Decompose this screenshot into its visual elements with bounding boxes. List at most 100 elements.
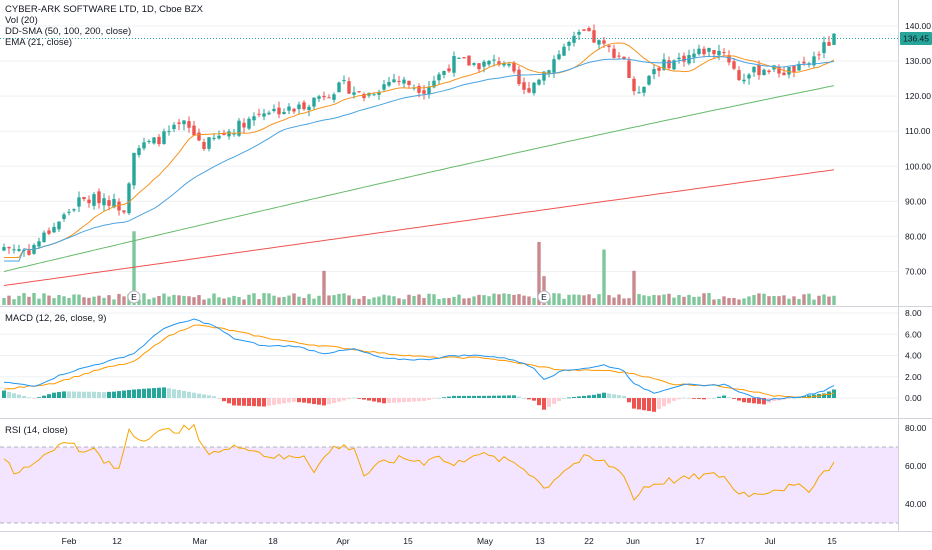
candle[interactable] xyxy=(197,132,201,141)
candle[interactable] xyxy=(642,86,646,93)
candle[interactable] xyxy=(237,120,241,136)
candle[interactable] xyxy=(722,52,726,54)
candle[interactable] xyxy=(117,201,121,211)
candle[interactable] xyxy=(507,63,511,66)
candle[interactable] xyxy=(27,250,31,255)
candle[interactable] xyxy=(282,112,286,114)
candle[interactable] xyxy=(757,64,761,76)
ema-indicator-label[interactable]: EMA (21, close) xyxy=(5,37,73,48)
candle[interactable] xyxy=(217,135,221,139)
candle[interactable] xyxy=(152,137,156,144)
candle[interactable] xyxy=(827,42,831,46)
candle[interactable] xyxy=(92,194,96,206)
earnings-marker[interactable] xyxy=(127,290,141,304)
candle[interactable] xyxy=(312,97,316,107)
candle[interactable] xyxy=(332,94,336,100)
macd-indicator-label[interactable]: MACD (12, 26, close, 9) xyxy=(5,313,107,324)
candle[interactable] xyxy=(782,72,786,76)
candle[interactable] xyxy=(112,198,116,208)
candle[interactable] xyxy=(142,142,146,149)
candle[interactable] xyxy=(572,35,576,43)
candle[interactable] xyxy=(337,82,341,93)
candle[interactable] xyxy=(482,61,486,67)
candle[interactable] xyxy=(302,102,306,110)
candle[interactable] xyxy=(447,68,451,72)
candle[interactable] xyxy=(427,86,431,95)
candle[interactable] xyxy=(497,61,501,65)
candle[interactable] xyxy=(202,142,206,149)
candle[interactable] xyxy=(452,56,456,73)
candle[interactable] xyxy=(612,48,616,58)
candle[interactable] xyxy=(582,29,586,31)
candle[interactable] xyxy=(537,79,541,85)
candle[interactable] xyxy=(492,59,496,61)
candle[interactable] xyxy=(477,63,481,70)
candle[interactable] xyxy=(17,249,21,251)
candle[interactable] xyxy=(297,104,301,110)
candle[interactable] xyxy=(2,247,6,251)
candle[interactable] xyxy=(737,70,741,81)
candle[interactable] xyxy=(707,47,711,52)
candle[interactable] xyxy=(252,116,256,121)
candle[interactable] xyxy=(352,92,356,95)
candle[interactable] xyxy=(672,60,676,70)
candle[interactable] xyxy=(87,199,91,204)
candle[interactable] xyxy=(457,57,461,59)
candle[interactable] xyxy=(347,81,351,94)
candle[interactable] xyxy=(592,30,596,43)
candle[interactable] xyxy=(277,107,281,115)
candle[interactable] xyxy=(657,67,661,71)
candle[interactable] xyxy=(262,113,266,117)
candle[interactable] xyxy=(192,125,196,136)
candle[interactable] xyxy=(552,59,556,73)
candle[interactable] xyxy=(372,94,376,96)
candle[interactable] xyxy=(42,232,46,243)
candle[interactable] xyxy=(632,78,636,92)
candle[interactable] xyxy=(357,91,361,93)
candle[interactable] xyxy=(692,53,696,58)
candle[interactable] xyxy=(107,200,111,206)
candle[interactable] xyxy=(712,50,716,55)
candle[interactable] xyxy=(542,71,546,81)
candle[interactable] xyxy=(242,122,246,128)
rsi-indicator-label[interactable]: RSI (14, close) xyxy=(5,425,68,436)
earnings-marker[interactable] xyxy=(537,290,551,304)
candle[interactable] xyxy=(322,95,326,98)
candle[interactable] xyxy=(442,71,446,75)
candle[interactable] xyxy=(487,60,491,65)
candle[interactable] xyxy=(617,55,621,57)
candle[interactable] xyxy=(647,75,651,85)
candle[interactable] xyxy=(132,152,136,186)
candle[interactable] xyxy=(742,79,746,82)
candle[interactable] xyxy=(287,106,291,111)
candle[interactable] xyxy=(557,54,561,60)
candle[interactable] xyxy=(292,108,296,112)
candle[interactable] xyxy=(517,69,521,85)
candle[interactable] xyxy=(267,112,271,115)
candle[interactable] xyxy=(717,50,721,56)
candle[interactable] xyxy=(472,63,476,65)
candle[interactable] xyxy=(77,197,81,207)
candle[interactable] xyxy=(22,249,26,251)
candle[interactable] xyxy=(767,70,771,73)
candle[interactable] xyxy=(462,57,466,59)
candle[interactable] xyxy=(747,74,751,79)
candle[interactable] xyxy=(607,45,611,48)
candle[interactable] xyxy=(512,62,516,72)
candle[interactable] xyxy=(597,40,601,45)
candle[interactable] xyxy=(382,84,386,90)
candle[interactable] xyxy=(652,69,656,75)
candle[interactable] xyxy=(212,137,216,139)
candle[interactable] xyxy=(137,148,141,156)
candle[interactable] xyxy=(727,55,731,63)
candle[interactable] xyxy=(182,120,186,125)
candle[interactable] xyxy=(587,27,591,32)
candle[interactable] xyxy=(702,48,706,55)
candle[interactable] xyxy=(522,82,526,90)
candle[interactable] xyxy=(157,136,161,145)
candle[interactable] xyxy=(432,80,436,88)
candle[interactable] xyxy=(527,88,531,93)
candle[interactable] xyxy=(397,80,401,82)
candle[interactable] xyxy=(732,61,736,69)
